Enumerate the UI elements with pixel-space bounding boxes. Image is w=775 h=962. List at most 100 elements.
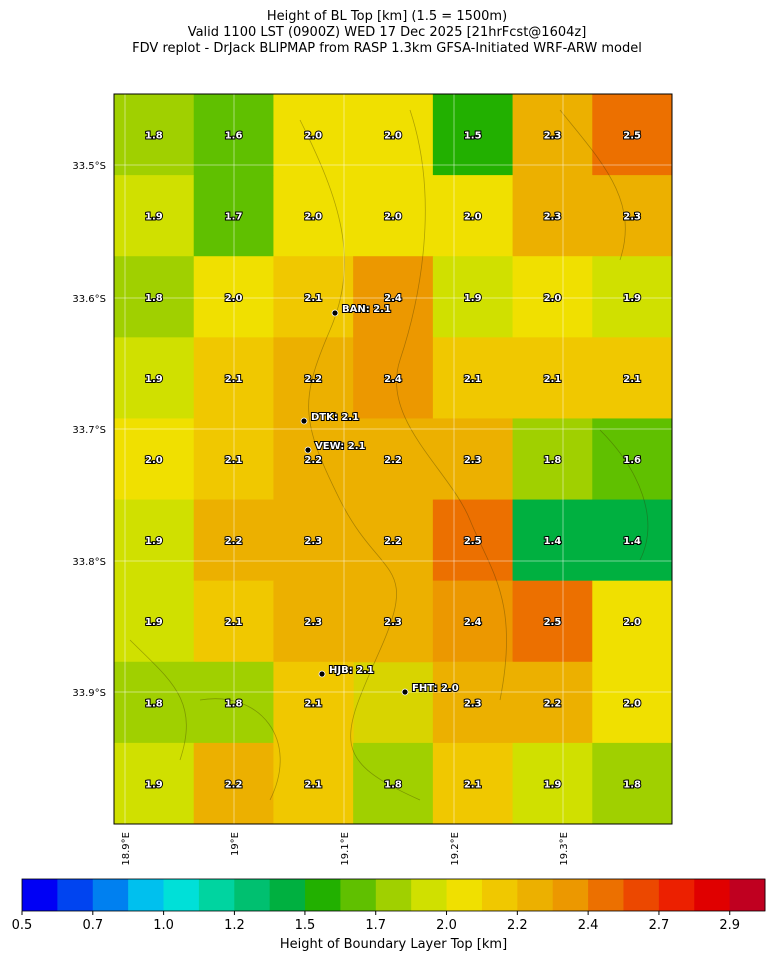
cell-value-label: 2.2: [225, 536, 243, 547]
lon-label: 19°E: [230, 832, 241, 856]
map-cell: [432, 256, 514, 338]
cell-value-label: 1.8: [384, 779, 402, 790]
map-cell: [193, 661, 274, 744]
map-cell: [512, 418, 593, 501]
lat-label: 33.8°S: [72, 557, 106, 568]
colorbar-swatch: [658, 879, 695, 911]
map-cell: [592, 661, 673, 744]
lat-label: 33.5°S: [72, 161, 106, 172]
lon-label: 19.3°E: [559, 832, 570, 866]
cell-value-label: 2.5: [544, 617, 562, 628]
map-cell: [592, 94, 673, 176]
map-cell: [353, 742, 434, 825]
cell-value-label: 2.0: [304, 212, 322, 223]
map-cell: [353, 580, 434, 663]
colorbar-swatch: [163, 879, 200, 911]
map-cell: [114, 580, 195, 663]
map-cell: [592, 742, 673, 825]
map-cell: [273, 580, 354, 663]
map-cells: [114, 94, 673, 825]
lon-label: 19.1°E: [340, 832, 351, 866]
cell-value-label: 1.8: [225, 698, 243, 709]
map-cell: [273, 661, 354, 744]
map-cell: [273, 94, 354, 176]
map-cell: [353, 499, 434, 582]
map-cell: [512, 337, 593, 419]
cell-value-label: 2.0: [464, 212, 482, 223]
map-cell: [432, 580, 514, 663]
cell-value-label: 2.5: [623, 131, 641, 142]
colorbar-tick-label: 2.7: [649, 918, 670, 933]
colorbar-swatch: [729, 879, 766, 911]
map-cell: [114, 661, 195, 744]
cell-value-label: 2.2: [304, 374, 322, 385]
map-cell: [353, 175, 434, 257]
cell-value-label: 2.4: [464, 617, 482, 628]
station-marker: [300, 417, 308, 425]
colorbar-tick-label: 2.0: [436, 918, 457, 933]
lat-label: 33.7°S: [72, 425, 106, 436]
cell-value-label: 1.9: [145, 779, 163, 790]
map-cell: [193, 175, 274, 257]
contour: [396, 109, 507, 701]
cell-value-label: 2.1: [464, 779, 482, 790]
cell-value-label: 2.2: [304, 455, 322, 466]
cell-value-label: 2.1: [225, 374, 243, 385]
cell-value-label: 2.3: [623, 212, 641, 223]
map-cell: [114, 175, 195, 257]
cell-value-label: 2.0: [145, 455, 163, 466]
colorbar-swatch: [305, 879, 341, 911]
lon-label: 19.2°E: [450, 832, 461, 866]
colorbar-tick-label: 0.7: [82, 918, 103, 933]
map-cell: [512, 580, 593, 663]
colorbar-tick-label: 1.5: [295, 918, 316, 933]
map-cell: [353, 94, 434, 176]
contour: [299, 119, 421, 801]
cell-value-label: 2.0: [544, 293, 562, 304]
map-cell: [432, 94, 514, 176]
map-cell: [592, 418, 673, 501]
map-cell: [353, 418, 434, 501]
lat-label: 33.6°S: [72, 294, 106, 305]
station-label: VEW: 2.1: [315, 441, 366, 452]
colorbar-swatch: [375, 879, 412, 911]
lat-label: 33.9°S: [72, 688, 106, 699]
map-cell: [114, 418, 195, 501]
cell-value-label: 1.8: [145, 293, 163, 304]
cell-value-label: 1.6: [623, 455, 641, 466]
cell-value-label: 2.3: [304, 536, 322, 547]
cell-value-label: 2.1: [544, 374, 562, 385]
cell-value-label: 2.1: [623, 374, 641, 385]
terrain-contours: [129, 109, 649, 801]
cell-value-label: 2.3: [544, 212, 562, 223]
station-label: FHT: 2.0: [412, 683, 459, 694]
cell-value-label: 2.0: [623, 617, 641, 628]
contour: [129, 639, 187, 761]
map-cell: [432, 337, 514, 419]
map-cell: [193, 256, 274, 338]
graticule: [114, 94, 672, 824]
colorbar-swatch: [517, 879, 554, 911]
cell-value-label: 2.0: [623, 698, 641, 709]
cell-value-label: 2.1: [225, 617, 243, 628]
colorbar-tick-label: 1.0: [153, 918, 174, 933]
cell-value-label: 1.8: [145, 698, 163, 709]
title-line: Valid 1100 LST (0900Z) WED 17 Dec 2025 […: [188, 25, 587, 40]
colorbar-swatch: [588, 879, 624, 911]
map-frame: [113, 93, 673, 825]
cell-value-label: 2.5: [464, 536, 482, 547]
colorbar-swatch: [92, 879, 129, 911]
map-cell: [193, 742, 274, 825]
cell-value-label: 2.0: [384, 131, 402, 142]
cell-value-label: 2.2: [384, 455, 402, 466]
cell-value-label: 2.0: [384, 212, 402, 223]
colorbar-label: Height of Boundary Layer Top [km]: [280, 937, 507, 952]
colorbar-swatch: [128, 879, 165, 911]
colorbar-swatch: [694, 879, 731, 911]
map-cell: [432, 661, 514, 744]
map-cell: [512, 94, 593, 176]
map-cell: [353, 337, 434, 419]
station-label: BAN: 2.1: [342, 304, 391, 315]
map-cell: [193, 337, 274, 419]
